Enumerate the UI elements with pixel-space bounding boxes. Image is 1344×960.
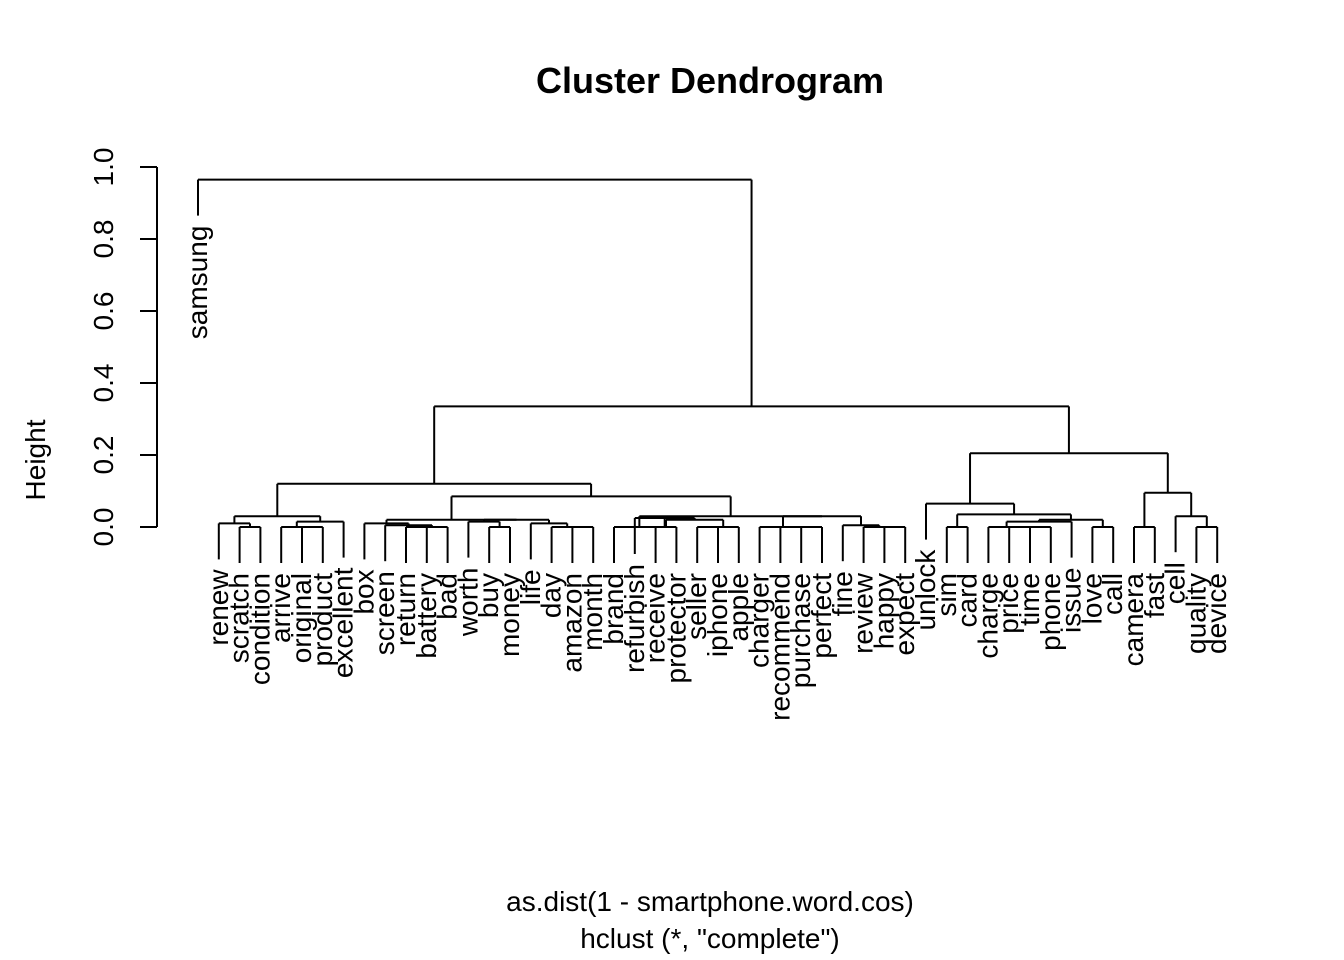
leaf-label-call: call — [1097, 573, 1128, 615]
leaf-label-camera: camera — [1118, 573, 1149, 667]
leaf-label-product: product — [307, 573, 338, 667]
leaf-label-month: month — [577, 573, 608, 651]
leaf-label-receive: receive — [640, 573, 671, 663]
leaf-label-seller: seller — [681, 573, 712, 640]
y-tick-label: 0.2 — [88, 436, 119, 475]
leaf-label-unlock: unlock — [910, 549, 941, 631]
leaf-label-quality: quality — [1180, 573, 1211, 654]
leaf-label-charger: charger — [744, 573, 775, 668]
leaf-label-cell: cell — [1160, 562, 1191, 604]
leaf-label-sim: sim — [931, 573, 962, 617]
y-tick-label: 0.4 — [88, 364, 119, 403]
chart-title: Cluster Dendrogram — [536, 60, 884, 101]
leaf-label-refurbish: refurbish — [619, 564, 650, 673]
leaf-label-scratch: scratch — [224, 573, 255, 663]
leaf-label-phone: phone — [1035, 573, 1066, 651]
leaf-label-life: life — [515, 569, 546, 605]
leaf-label-box: box — [348, 569, 379, 614]
leaf-label-purchase: purchase — [785, 573, 816, 688]
leaf-label-day: day — [536, 573, 567, 618]
leaf-label-bad: bad — [432, 573, 463, 620]
leaf-label-amazon: amazon — [556, 573, 587, 673]
y-axis: 0.0 0.2 0.4 0.6 0.8 1.0 — [88, 148, 158, 547]
leaf-label-love: love — [1076, 573, 1107, 624]
leaf-label-apple: apple — [723, 573, 754, 642]
chart-subtitle: hclust (*, "complete") — [580, 923, 840, 954]
leaf-label-fine: fine — [827, 571, 858, 616]
y-tick-label: 1.0 — [88, 148, 119, 187]
leaf-label-samsung: samsung — [182, 226, 213, 340]
leaf-label-iphone: iphone — [702, 573, 733, 657]
dendrogram-links — [197, 178, 1219, 563]
leaf-label-money: money — [494, 573, 525, 657]
leaf-label-buy: buy — [473, 573, 504, 618]
leaf-label-device: device — [1201, 573, 1232, 654]
leaf-label-condition: condition — [244, 573, 275, 685]
leaf-label-price: price — [993, 573, 1024, 634]
y-axis-label: Height — [20, 419, 51, 500]
x-axis-label: as.dist(1 - smartphone.word.cos) — [506, 886, 914, 917]
leaf-label-original: original — [286, 573, 317, 663]
leaf-label-brand: brand — [598, 573, 629, 645]
leaf-label-happy: happy — [868, 573, 899, 649]
y-tick-label: 0.6 — [88, 292, 119, 331]
leaf-label-issue: issue — [1056, 568, 1087, 633]
leaf-label-renew: renew — [203, 569, 234, 646]
leaf-label-charge: charge — [972, 573, 1003, 659]
leaf-label-worth: worth — [452, 568, 483, 637]
y-tick-label: 0.0 — [88, 508, 119, 547]
leaf-label-screen: screen — [369, 571, 400, 655]
leaf-label-recommend: recommend — [764, 573, 795, 721]
leaf-label-time: time — [1014, 573, 1045, 626]
leaf-label-review: review — [848, 572, 879, 654]
leaf-label-excellent: excellent — [328, 567, 359, 678]
leaf-label-battery: battery — [411, 573, 442, 659]
leaf-label-return: return — [390, 573, 421, 646]
y-tick-label: 0.8 — [88, 220, 119, 259]
leaf-label-card: card — [952, 573, 983, 627]
leaf-label-arrive: arrive — [265, 573, 296, 643]
leaf-label-protector: protector — [660, 573, 691, 684]
leaf-label-perfect: perfect — [806, 573, 837, 659]
leaf-labels: samsung renewscratchconditionarriveorigin… — [182, 226, 1232, 721]
leaf-label-expect: expect — [889, 573, 920, 656]
leaf-label-fast: fast — [1139, 573, 1170, 618]
